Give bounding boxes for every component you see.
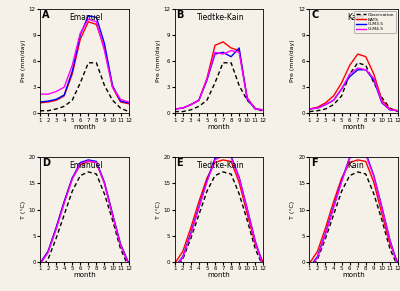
Text: C: C <box>311 10 318 20</box>
X-axis label: month: month <box>342 124 365 130</box>
Y-axis label: T (°C): T (°C) <box>290 200 296 219</box>
Y-axis label: T (°C): T (°C) <box>21 200 26 219</box>
Text: Emanuel: Emanuel <box>69 162 103 171</box>
Y-axis label: T (°C): T (°C) <box>156 200 161 219</box>
Text: Tiedtke-Kain: Tiedtke-Kain <box>197 162 244 171</box>
Text: B: B <box>176 10 184 20</box>
Y-axis label: Pre (mm/day): Pre (mm/day) <box>290 40 296 82</box>
Text: Emanuel: Emanuel <box>69 13 103 22</box>
X-axis label: month: month <box>208 272 230 278</box>
Legend: Observation, BATS, CLM3.5, CLM4.5: Observation, BATS, CLM3.5, CLM4.5 <box>354 11 396 33</box>
X-axis label: month: month <box>342 272 365 278</box>
X-axis label: month: month <box>73 272 96 278</box>
X-axis label: month: month <box>208 124 230 130</box>
Text: A: A <box>42 10 49 20</box>
Text: D: D <box>42 158 50 168</box>
Y-axis label: Pre (mm/day): Pre (mm/day) <box>21 40 26 82</box>
Text: F: F <box>311 158 318 168</box>
Text: E: E <box>176 158 183 168</box>
Text: Kain: Kain <box>347 162 364 171</box>
Y-axis label: Pre (mm/day): Pre (mm/day) <box>156 40 161 82</box>
Text: Tiedtke-Kain: Tiedtke-Kain <box>197 13 244 22</box>
X-axis label: month: month <box>73 124 96 130</box>
Text: Kain: Kain <box>347 13 364 22</box>
